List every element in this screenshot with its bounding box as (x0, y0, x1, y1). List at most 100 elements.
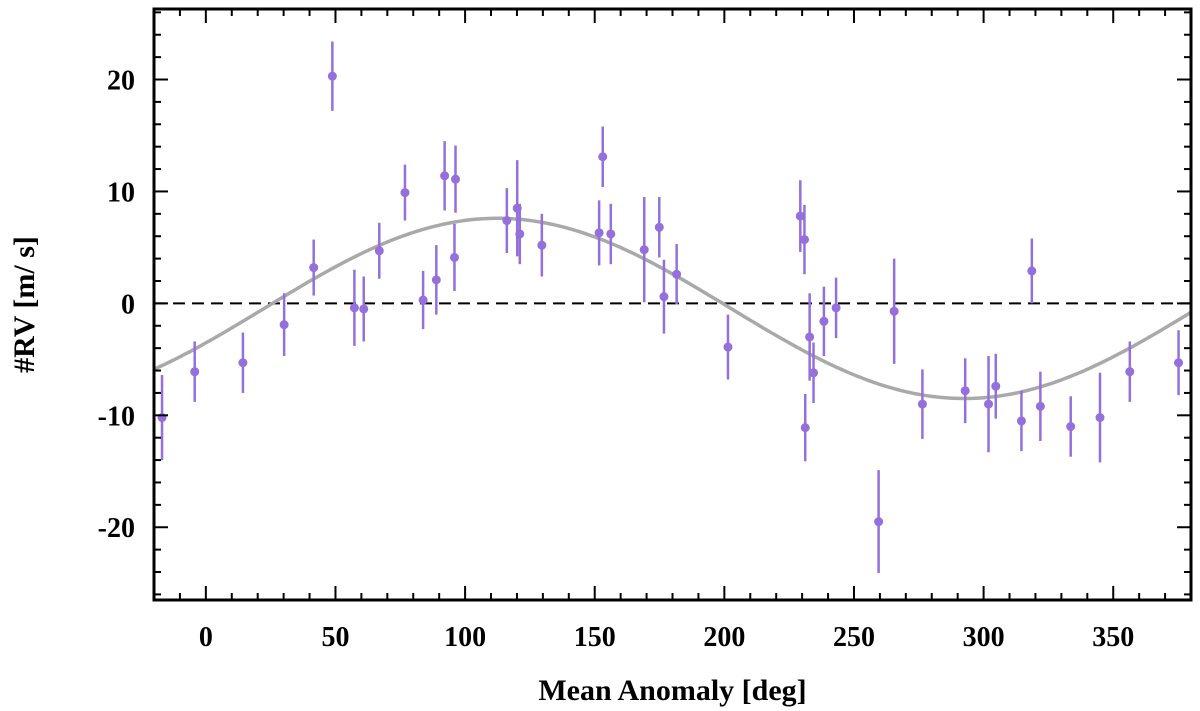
data-marker (449, 252, 459, 262)
data-marker (309, 263, 319, 273)
data-marker (889, 306, 899, 316)
model-curve (154, 216, 1191, 401)
x-tick-label: 250 (833, 622, 875, 653)
x-tick-label: 100 (444, 622, 486, 653)
data-marker (238, 358, 248, 368)
data-point (374, 222, 384, 279)
y-tick-label: -20 (98, 513, 135, 544)
x-tick-label: 200 (703, 622, 745, 653)
data-point (327, 41, 337, 111)
data-point (359, 276, 369, 342)
data-marker (795, 211, 805, 221)
data-point (809, 342, 819, 403)
data-marker (400, 188, 410, 198)
data-point (1125, 341, 1135, 402)
data-marker (327, 71, 337, 81)
data-point (537, 213, 547, 277)
data-marker (374, 246, 384, 256)
data-point (1174, 330, 1184, 396)
data-point (889, 258, 899, 364)
x-tick-label: 300 (963, 622, 1005, 653)
data-marker (800, 423, 810, 433)
data-point (800, 394, 810, 462)
data-point (991, 353, 1001, 419)
data-point (400, 164, 410, 221)
data-point (238, 332, 248, 393)
data-marker (1035, 401, 1045, 411)
plot-inner (154, 41, 1191, 574)
data-point (1035, 371, 1045, 442)
data-point (451, 145, 461, 213)
data-marker (805, 332, 815, 342)
data-point (917, 369, 927, 439)
data-point (819, 286, 829, 356)
axis-ticks (154, 9, 1191, 600)
data-point (654, 197, 664, 258)
data-point (1095, 372, 1105, 463)
data-marker (418, 295, 428, 305)
data-point (984, 355, 994, 453)
data-marker (654, 222, 664, 232)
data-point (1066, 396, 1076, 457)
data-marker (537, 240, 547, 250)
data-marker (359, 304, 369, 314)
data-marker (917, 399, 927, 409)
data-marker (1016, 416, 1026, 426)
data-marker (723, 342, 733, 352)
data-point (598, 126, 608, 187)
data-marker (515, 229, 525, 239)
data-point (672, 244, 682, 305)
data-marker (831, 303, 841, 313)
data-point (805, 293, 815, 381)
data-marker (451, 174, 461, 184)
data-point (431, 245, 441, 315)
x-tick-label: 350 (1092, 622, 1134, 653)
y-tick-label: 20 (107, 66, 135, 97)
data-point (799, 204, 809, 275)
data-marker (190, 367, 200, 377)
data-point (190, 341, 200, 402)
data-point (449, 223, 459, 292)
plot-frame (152, 7, 1193, 602)
data-marker (598, 152, 608, 162)
data-point (831, 277, 841, 339)
data-point (349, 269, 359, 346)
data-point (594, 200, 604, 266)
tick-labels: 0 50 100 150 200 250 300 350 -20 -10 0 10 20 (98, 66, 1135, 653)
data-marker (1174, 358, 1184, 368)
data-point (960, 358, 970, 424)
data-point (279, 293, 289, 356)
data-marker (1027, 266, 1037, 276)
data-point (309, 239, 319, 296)
data-point (639, 197, 649, 303)
y-tick-label: 0 (121, 289, 135, 320)
data-point (1016, 390, 1026, 452)
data-point (502, 188, 512, 254)
data-marker (960, 386, 970, 396)
data-point (606, 203, 616, 265)
data-marker (349, 303, 359, 313)
data-marker (672, 269, 682, 279)
data-marker (991, 381, 1001, 391)
data-marker (659, 292, 669, 302)
data-marker (1066, 422, 1076, 432)
y-tick-label: 10 (107, 177, 135, 208)
data-marker (606, 229, 616, 239)
data-point (723, 314, 733, 380)
data-marker (594, 228, 604, 238)
plot-area (154, 41, 1191, 574)
data-marker (440, 171, 450, 181)
data-point (157, 375, 167, 461)
data-point (874, 470, 884, 574)
data-marker (984, 399, 994, 409)
x-tick-label: 0 (199, 622, 213, 653)
data-point (418, 270, 428, 330)
data-point (659, 259, 669, 334)
data-point (1027, 238, 1037, 304)
x-tick-label: 150 (574, 622, 616, 653)
data-marker (1095, 413, 1105, 423)
data-marker (279, 320, 289, 330)
data-point (515, 203, 525, 265)
x-axis-title: Mean Anomaly [deg] (538, 674, 806, 707)
